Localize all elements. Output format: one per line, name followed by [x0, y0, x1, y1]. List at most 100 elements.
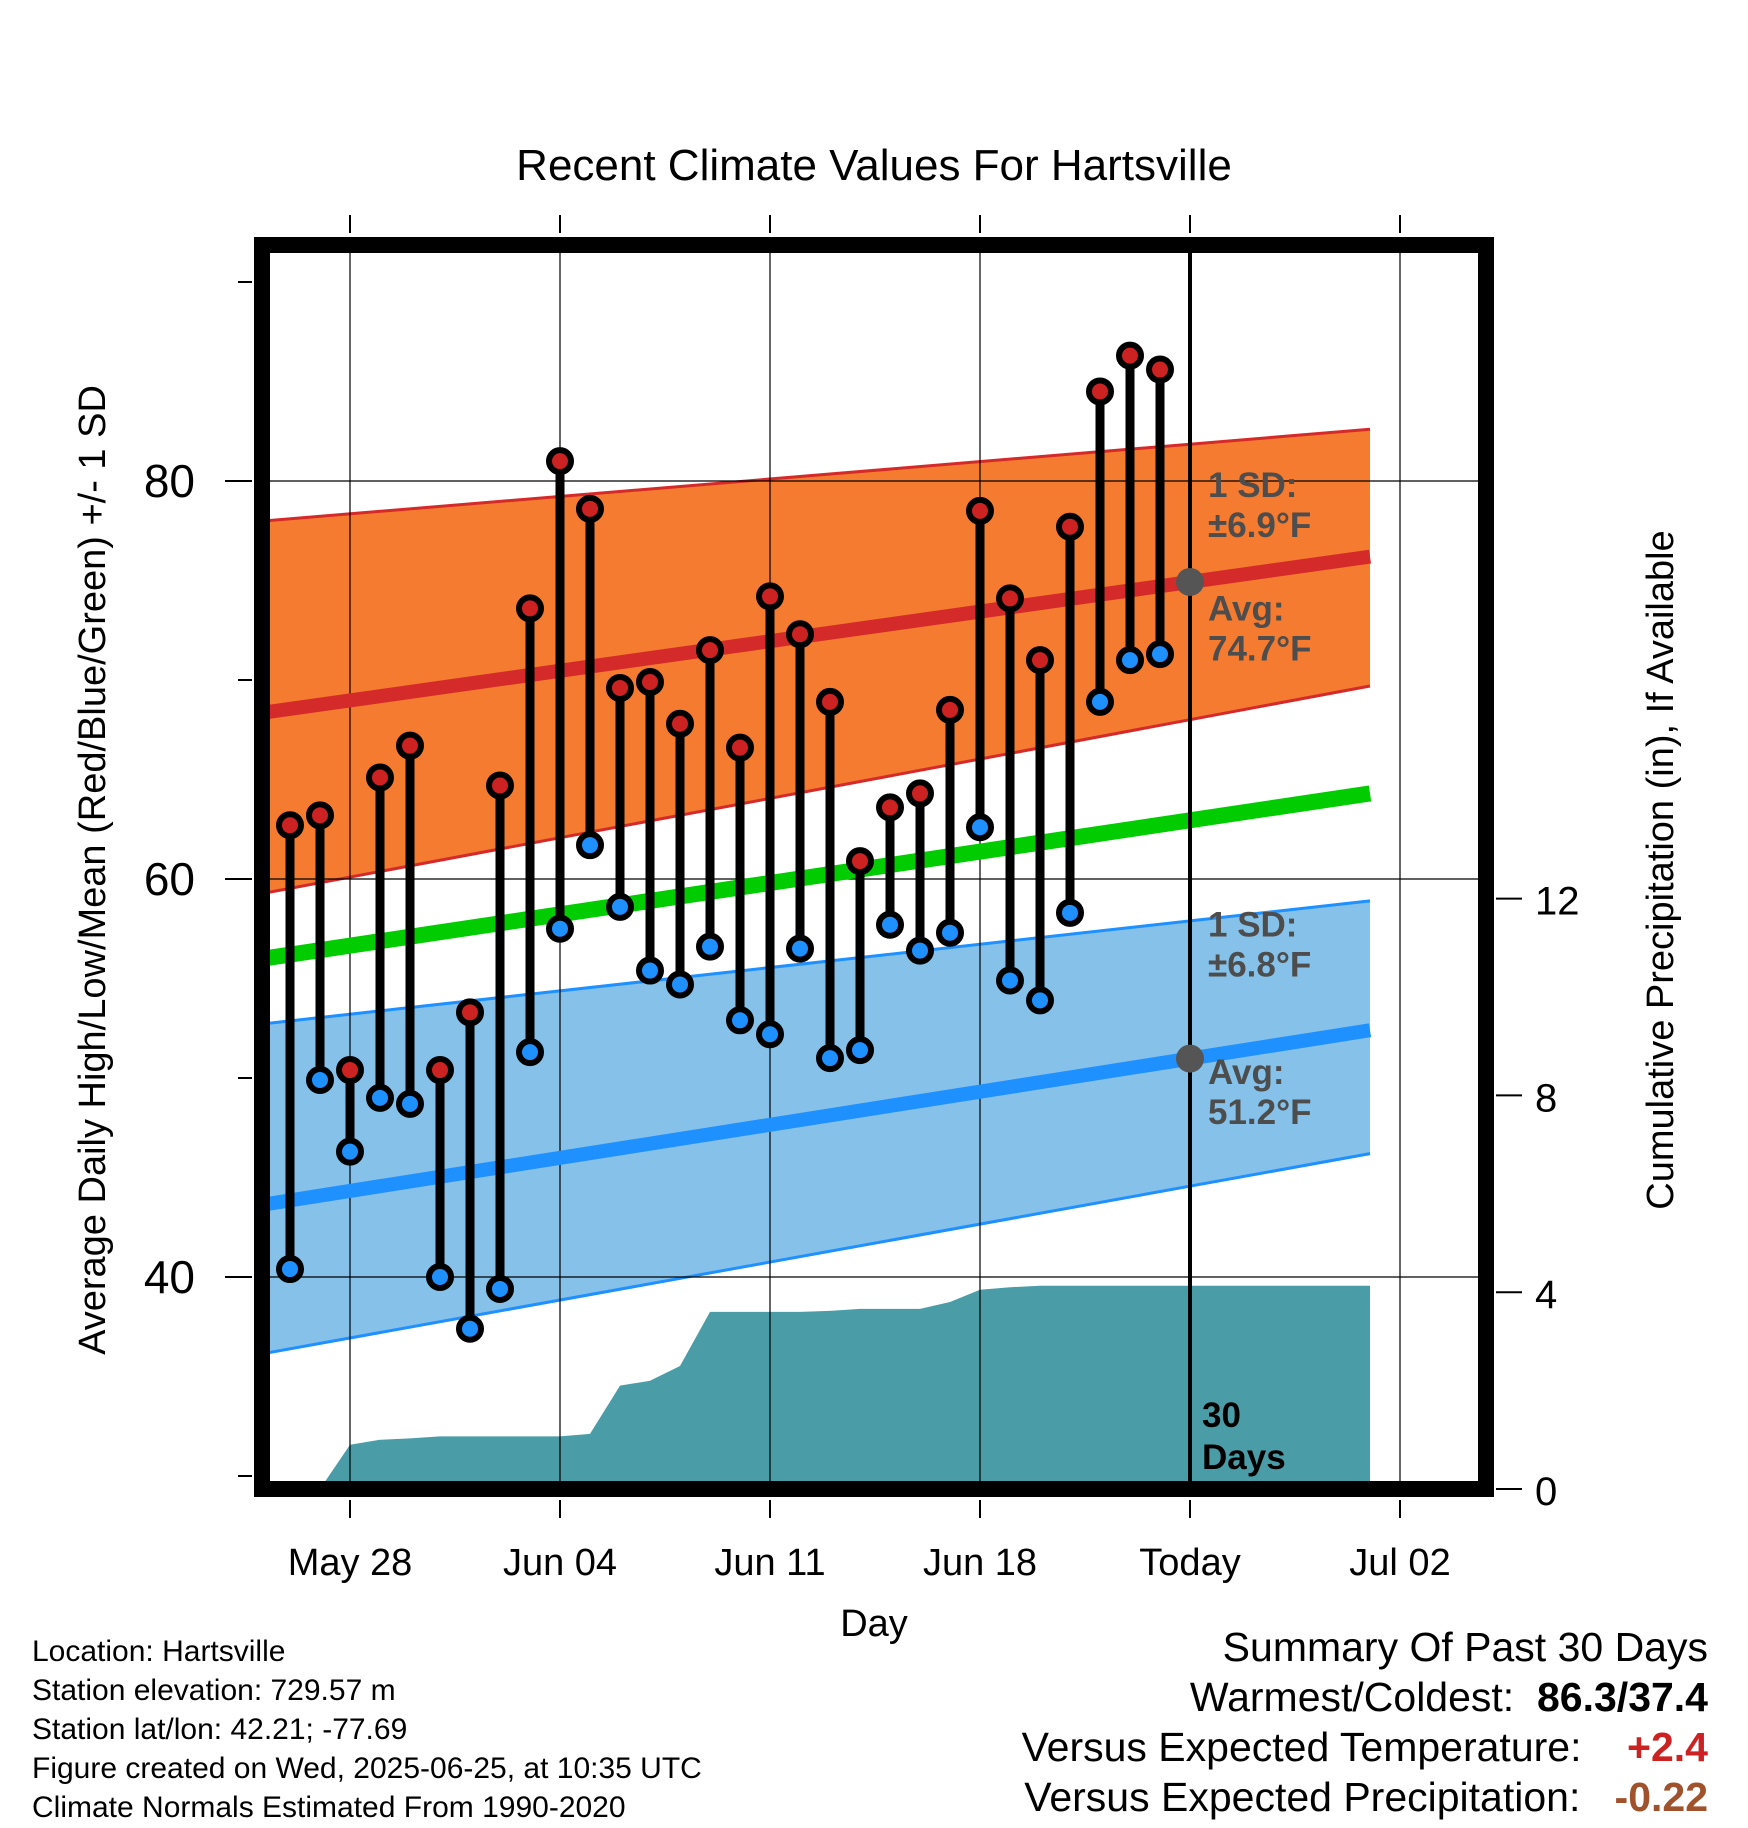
high-point: [396, 731, 424, 760]
low-point: [276, 1255, 304, 1284]
high-point: [516, 594, 544, 623]
low-point: [396, 1089, 424, 1118]
low-point: [816, 1044, 844, 1073]
high-point: [756, 582, 784, 611]
warmest-coldest-value: 86.3/37.4: [1537, 1674, 1708, 1720]
x-tick-label: Jun 18: [923, 1542, 1037, 1584]
high-point: [1056, 512, 1084, 541]
today-low-normal-marker: [1176, 1044, 1204, 1073]
high-point: [1086, 377, 1114, 406]
chart-title: Recent Climate Values For Hartsville: [516, 141, 1232, 190]
low-point: [486, 1274, 514, 1303]
low-point: [1026, 986, 1054, 1015]
high-point: [426, 1056, 454, 1085]
low-point: [1056, 898, 1084, 927]
high-point: [606, 673, 634, 702]
high-point: [996, 584, 1024, 613]
normals-text: Climate Normals Estimated From 1990-2020: [32, 1791, 626, 1824]
low-point: [846, 1036, 874, 1065]
y2-tick-label: 8: [1535, 1076, 1557, 1120]
created-text: Figure created on Wed, 2025-06-25, at 10…: [32, 1752, 702, 1785]
low-point: [906, 936, 934, 965]
location-text: Location: Hartsville: [32, 1635, 286, 1668]
high-point: [876, 793, 904, 822]
temp-value: +2.4: [1627, 1724, 1708, 1770]
x-axis-label: Day: [840, 1603, 908, 1645]
low-point: [756, 1020, 784, 1049]
plot-area: [262, 245, 1486, 1489]
elevation-text: Station elevation: 729.57 m: [32, 1674, 396, 1707]
low-point: [966, 813, 994, 842]
high-sd-band: [262, 429, 1370, 894]
high-point: [636, 667, 664, 696]
plot-frame: [254, 237, 1494, 1497]
low-point: [876, 910, 904, 939]
low-point: [576, 831, 604, 860]
temp-row: Versus Expected Temperature: +2.4: [1022, 1722, 1708, 1772]
normal-annotation-text: 1 SD:: [1208, 906, 1297, 945]
low-point: [1116, 646, 1144, 675]
precip-value: -0.22: [1614, 1774, 1708, 1820]
high-point: [486, 771, 514, 800]
normal-annotation-text: 74.7°F: [1208, 629, 1312, 668]
high-point: [786, 620, 814, 649]
high-point: [1146, 355, 1174, 384]
today-high-normal-marker: [1176, 567, 1204, 596]
summary-panel: Summary Of Past 30 Days Warmest/Coldest:…: [1022, 1622, 1708, 1822]
high-point: [696, 636, 724, 665]
normal-annotation-text: ±6.8°F: [1208, 946, 1311, 985]
low-point: [336, 1137, 364, 1166]
high-point: [306, 801, 334, 830]
normal-low-line: [262, 1023, 1372, 1212]
high-point: [336, 1056, 364, 1085]
normal-annotation-text: ±6.9°F: [1208, 506, 1311, 545]
high-point: [546, 447, 574, 476]
normal-annotation-text: 51.2°F: [1208, 1093, 1312, 1132]
x-tick-label: Jun 04: [503, 1542, 617, 1584]
low-point: [516, 1038, 544, 1067]
temp-label: Versus Expected Temperature:: [1021, 1724, 1582, 1770]
low-point: [786, 934, 814, 963]
x-tick-label: Today: [1139, 1542, 1240, 1584]
low-sd-band: [262, 900, 1370, 1354]
high-point: [366, 763, 394, 792]
low-point: [546, 914, 574, 943]
y2-tick-label: 0: [1535, 1470, 1557, 1514]
normal-annotation-text: Avg:: [1208, 1053, 1284, 1092]
high-point: [1026, 646, 1054, 675]
low-point: [606, 892, 634, 921]
normal-annotation-text: Avg:: [1208, 589, 1284, 628]
warmest-coldest-label: Warmest/Coldest:: [1189, 1674, 1515, 1720]
low-point: [936, 918, 964, 947]
high-point: [726, 733, 754, 762]
summary-heading: Summary Of Past 30 Days: [1222, 1624, 1708, 1670]
low-point: [426, 1263, 454, 1291]
station-info: Location: Hartsville Station elevation: …: [32, 1632, 702, 1827]
x-tick-label: Jul 02: [1349, 1542, 1450, 1584]
y-tick-label: 40: [144, 1251, 195, 1303]
low-point: [726, 1006, 754, 1035]
precip-label: Versus Expected Precipitation:: [1024, 1774, 1581, 1820]
y-tick-label: 80: [144, 455, 195, 507]
low-point: [636, 956, 664, 985]
y2-tick-label: 12: [1535, 880, 1580, 924]
high-point: [576, 494, 604, 523]
high-point: [846, 847, 874, 876]
low-point: [306, 1065, 334, 1094]
x-tick-label: Jun 11: [714, 1542, 825, 1584]
high-point: [666, 709, 694, 738]
high-point: [936, 695, 964, 724]
high-point: [816, 687, 844, 716]
latlon-text: Station lat/lon: 42.21; -77.69: [32, 1713, 408, 1746]
low-point: [666, 970, 694, 999]
y-axis-label: Average Daily High/Low/Mean (Red/Blue/Gr…: [72, 385, 114, 1355]
high-point: [456, 998, 484, 1027]
high-point: [966, 496, 994, 525]
y2-axis-label: Cumulative Precipitation (in), If Availa…: [1640, 530, 1682, 1209]
low-point: [1086, 687, 1114, 716]
high-point: [906, 779, 934, 808]
y2-tick-label: 4: [1535, 1273, 1557, 1317]
low-point: [696, 932, 724, 961]
warmest-coldest-row: Warmest/Coldest: 86.3/37.4: [1022, 1672, 1708, 1722]
